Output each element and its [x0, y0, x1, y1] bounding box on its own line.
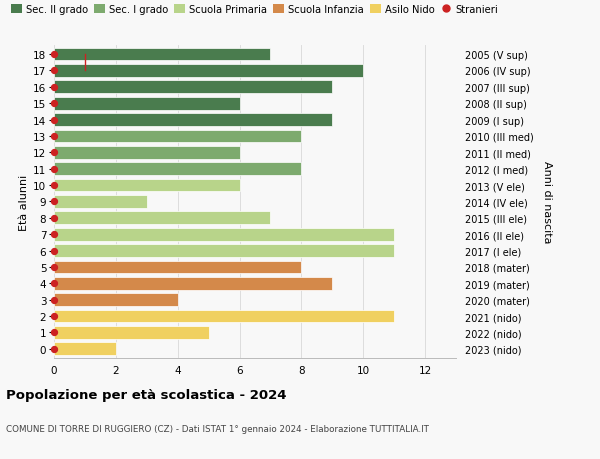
Point	[49, 166, 59, 173]
Bar	[54, 179, 239, 192]
Bar	[54, 326, 209, 339]
Bar	[54, 261, 301, 274]
Point	[49, 297, 59, 304]
Y-axis label: Anni di nascita: Anni di nascita	[542, 161, 552, 243]
Bar	[54, 196, 147, 208]
Point	[49, 345, 59, 353]
Bar	[54, 245, 394, 257]
Point	[49, 198, 59, 206]
Bar	[54, 114, 332, 127]
Bar	[54, 98, 239, 110]
Point	[49, 263, 59, 271]
Point	[49, 100, 59, 107]
Bar	[54, 146, 239, 159]
Point	[49, 280, 59, 287]
Point	[49, 67, 59, 75]
Point	[49, 247, 59, 255]
Point	[49, 182, 59, 189]
Point	[49, 329, 59, 336]
Point	[49, 215, 59, 222]
Bar	[54, 228, 394, 241]
Point	[49, 117, 59, 124]
Point	[49, 84, 59, 91]
Text: COMUNE DI TORRE DI RUGGIERO (CZ) - Dati ISTAT 1° gennaio 2024 - Elaborazione TUT: COMUNE DI TORRE DI RUGGIERO (CZ) - Dati …	[6, 425, 429, 434]
Point	[49, 231, 59, 238]
Point	[49, 313, 59, 320]
Point	[49, 133, 59, 140]
Bar	[54, 49, 271, 61]
Bar	[54, 277, 332, 290]
Point	[49, 51, 59, 59]
Point	[49, 149, 59, 157]
Legend: Sec. II grado, Sec. I grado, Scuola Primaria, Scuola Infanzia, Asilo Nido, Stran: Sec. II grado, Sec. I grado, Scuola Prim…	[11, 5, 499, 15]
Bar	[54, 310, 394, 323]
Bar	[54, 294, 178, 306]
Y-axis label: Età alunni: Età alunni	[19, 174, 29, 230]
Bar	[54, 212, 271, 224]
Bar	[54, 65, 363, 78]
Bar	[54, 130, 301, 143]
Bar	[54, 343, 116, 355]
Bar	[54, 81, 332, 94]
Bar	[54, 163, 301, 176]
Text: Popolazione per età scolastica - 2024: Popolazione per età scolastica - 2024	[6, 388, 287, 401]
